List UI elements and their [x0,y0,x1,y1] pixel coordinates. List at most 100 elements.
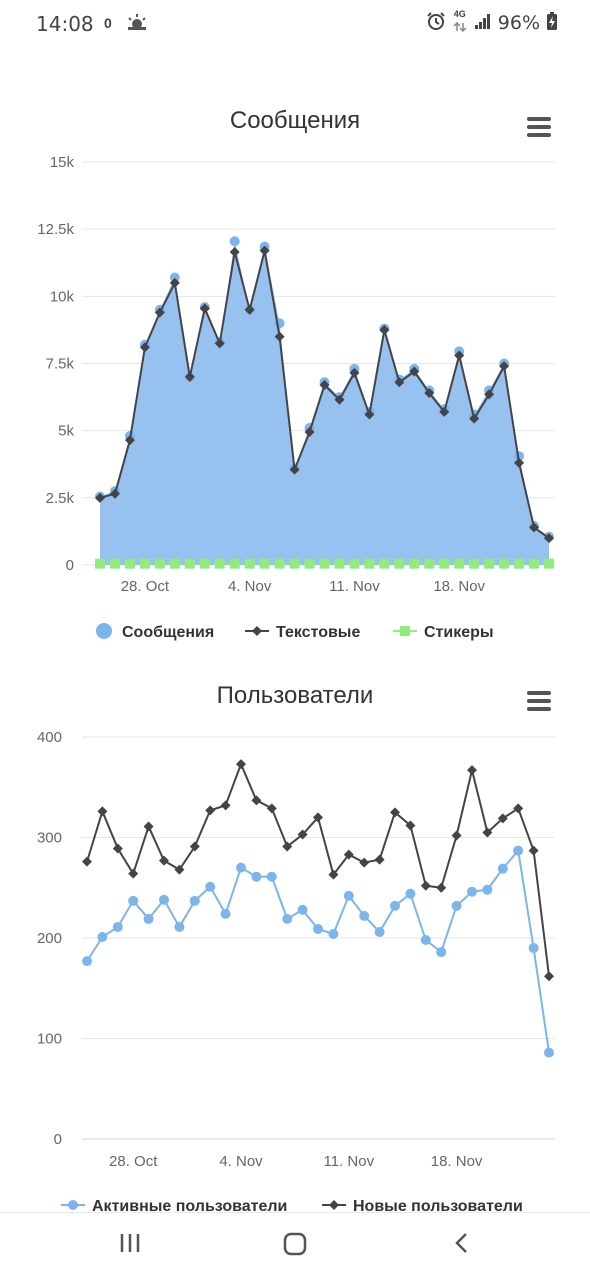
new-users-point [467,765,477,776]
x-tick-label: 4. Nov [228,578,272,595]
active-users-point [251,871,262,882]
new-users-point [128,868,139,879]
messages-point [229,236,240,247]
y-tick-label: 7.5k [46,356,75,373]
messages-point [514,451,525,462]
x-tick-label: 18. Nov [433,578,485,595]
active-users-point [374,926,385,937]
new-users-point [374,854,385,865]
y-tick-label: 2.5k [46,490,75,507]
stickers-point [424,558,435,569]
chart-title: Сообщения [230,107,360,134]
menu-bar [527,707,551,711]
y-tick-label: 15k [50,154,75,171]
stickers-point [184,558,195,569]
notification-count: 0 [104,15,112,31]
new-users-point [405,820,416,831]
stickers-point [334,558,345,569]
new-users-point [220,800,231,811]
new-users-point [82,856,92,867]
text-messages-point [184,371,195,382]
text-messages-point [259,245,270,256]
legend-marker-text [252,626,262,636]
active-users-point [497,863,508,874]
y-tick-label: 12.5k [37,221,74,238]
new-users-point [97,806,108,817]
text-messages-point [109,488,120,499]
text-messages-point [454,350,465,361]
network-label: 4G [453,8,466,19]
new-users-point [544,971,554,982]
x-tick-label: 4. Nov [219,1153,263,1170]
active-users-point [220,908,231,919]
messages-chart: Сообщения 0 2.5k 5k 7.5k 10k 12.5k 15k 28. Oct 4.… [37,107,555,641]
new-users-point [513,803,524,814]
y-tick-label: 0 [66,557,74,574]
stickers-point [319,558,330,569]
text-messages-point [244,304,255,315]
legend-marker-messages [96,623,112,639]
home-icon [283,1232,307,1256]
active-users-point [482,884,493,895]
active-users-point [359,910,370,921]
x-tick-label: 11. Nov [329,578,380,595]
stickers-point [109,558,120,569]
active-users-point [189,895,200,906]
new-users-point [174,864,185,875]
new-users-point [251,795,262,806]
text-messages-point [529,522,540,533]
active-users-point [390,900,400,911]
active-users-point [467,886,477,897]
active-users-point [82,956,92,967]
network-arrows-icon: 4G [452,8,468,37]
active-users-point [97,931,108,942]
text-messages-point [95,492,105,503]
new-users-point [451,830,462,841]
stickers-point [214,558,225,569]
stickers-point [454,558,465,569]
stickers-point [409,558,420,569]
legend-marker-new [329,1200,339,1210]
back-button[interactable] [450,1231,474,1260]
new-users-line [86,761,550,977]
text-messages-point [154,307,165,318]
x-tick-label: 11. Nov [324,1153,375,1170]
recent-apps-button[interactable] [118,1231,142,1260]
text-messages-point [229,247,240,258]
text-messages-point [424,388,435,399]
status-bar: 14:08 0 4G 96% [0,0,590,48]
stickers-point [289,558,300,569]
y-tick-label: 200 [37,930,62,947]
menu-bar [527,133,551,137]
stickers-point [199,558,210,569]
active-users-point [159,894,169,905]
text-messages-point [484,389,495,400]
chart-title: Пользователи [217,682,374,709]
active-users-point [143,913,154,924]
active-users-point [112,921,123,932]
users-chart: Пользователи 0 100 200 300 400 28. Oct 4. Nov 11… [37,682,555,1212]
menu-bar [527,117,551,121]
legend-marker-stickers [400,626,410,636]
text-messages-point [124,435,135,446]
stickers-point [364,558,375,569]
active-users-point [313,923,323,934]
text-messages-point [499,361,510,372]
recent-apps-icon [120,1234,140,1252]
menu-bar [527,699,551,703]
y-tick-label: 100 [37,1031,62,1048]
new-users-point [159,855,169,866]
new-users-point [143,821,154,832]
active-users-point [544,1047,554,1058]
stickers-point [304,558,315,569]
stickers-point [169,558,180,569]
signal-icon [474,12,492,35]
text-messages-point [334,394,345,405]
new-users-point [343,849,354,860]
system-nav-bar [0,1212,590,1281]
home-button[interactable] [282,1231,308,1262]
text-messages-point [514,457,525,468]
new-users-point [390,807,400,818]
stickers-point [229,558,240,569]
chart-menu-icon [527,117,551,137]
